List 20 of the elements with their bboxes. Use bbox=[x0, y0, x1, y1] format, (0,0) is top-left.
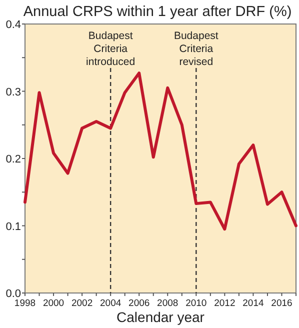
ref-line-label: Budapest Criteria introduced bbox=[86, 30, 136, 68]
x-tick-label: 2010 bbox=[186, 298, 207, 309]
chart-title: Annual CRPS within 1 year after DRF (%) bbox=[23, 4, 292, 20]
x-tick-label: 2014 bbox=[242, 298, 264, 309]
line-series bbox=[24, 72, 298, 231]
y-tick-label: 0.0 bbox=[6, 288, 21, 300]
y-tick-label: 0.3 bbox=[6, 86, 21, 98]
y-tick-label: 0.2 bbox=[6, 154, 21, 166]
x-tick-label: 2012 bbox=[214, 298, 236, 309]
y-tick-label: 0.4 bbox=[6, 19, 21, 31]
x-tick-label: 1998 bbox=[14, 298, 36, 309]
x-tick-label: 2006 bbox=[128, 298, 150, 309]
x-tick-label: 2002 bbox=[71, 298, 93, 309]
x-tick-label: 2008 bbox=[157, 298, 178, 309]
x-tick-label: 2016 bbox=[271, 298, 292, 309]
x-axis-title: Calendar year bbox=[116, 309, 205, 325]
y-tick-label: 0.1 bbox=[6, 220, 21, 233]
x-tick-label: 2004 bbox=[100, 298, 122, 309]
ref-line-label: Budapest Criteria revised bbox=[174, 30, 218, 68]
x-tick-label: 2000 bbox=[42, 298, 64, 309]
